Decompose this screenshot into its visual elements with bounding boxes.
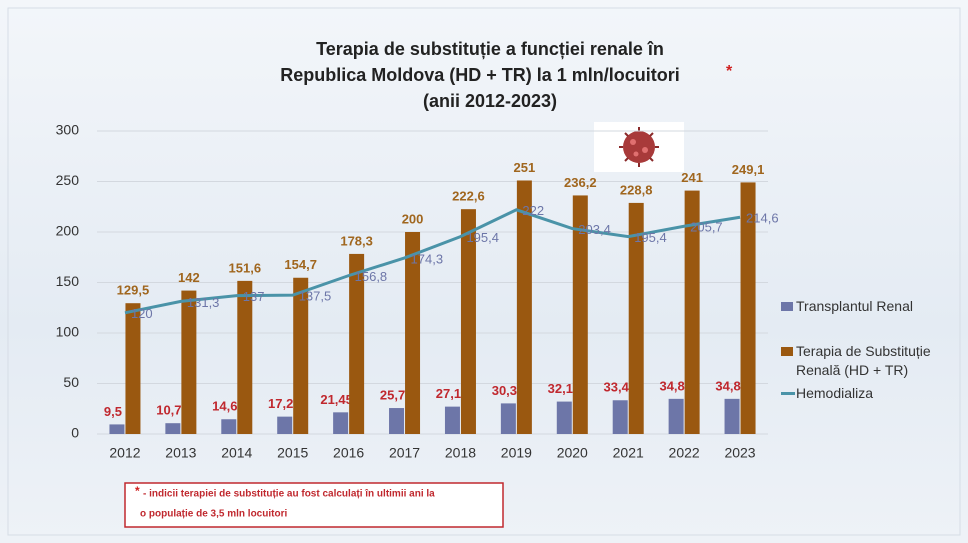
value-label: 25,7 <box>380 387 405 402</box>
chart-frame <box>8 8 960 535</box>
y-tick-label: 300 <box>56 122 80 138</box>
value-label: 131,3 <box>187 295 220 310</box>
value-label: 154,7 <box>284 257 317 272</box>
footnote-mark: * <box>135 484 140 498</box>
bar <box>165 423 180 434</box>
y-tick-label: 250 <box>56 172 80 188</box>
legend-label: Transplantul Renal <box>796 297 966 316</box>
x-tick-label: 2013 <box>165 445 196 461</box>
value-label: 27,1 <box>436 386 461 401</box>
y-tick-label: 150 <box>56 273 80 289</box>
x-tick-label: 2023 <box>724 445 755 461</box>
page: Terapia de substituție a funcției renale… <box>0 0 968 543</box>
legend-label: Hemodializa <box>796 384 966 403</box>
legend-swatch <box>781 302 793 311</box>
value-label: 17,2 <box>268 396 293 411</box>
bar <box>125 303 140 434</box>
value-label: 9,5 <box>104 404 122 419</box>
footnote-text: o populație de 3,5 mln locuitori <box>140 509 287 520</box>
x-tick-label: 2020 <box>557 445 588 461</box>
value-label: 228,8 <box>620 182 653 197</box>
value-label: 214,6 <box>746 211 779 226</box>
bar <box>613 400 628 434</box>
footnote-text: - indicii terapiei de substituție au fos… <box>143 489 435 500</box>
legend-label: Terapia de Substituție Renală (HD + TR) <box>796 342 966 380</box>
bar <box>109 424 124 434</box>
value-label: 241 <box>681 170 703 185</box>
y-tick-label: 0 <box>71 425 79 441</box>
value-label: 137,5 <box>299 289 332 304</box>
bar <box>277 417 292 434</box>
bar <box>445 407 460 434</box>
value-label: 174,3 <box>411 251 444 266</box>
value-label: 156,8 <box>355 269 388 284</box>
value-label: 120 <box>131 306 153 321</box>
x-tick-label: 2015 <box>277 445 308 461</box>
value-label: 137 <box>243 289 265 304</box>
virus-icon <box>594 122 684 172</box>
bar <box>557 402 572 434</box>
value-label: 33,4 <box>604 380 630 395</box>
chart-title: Terapia de substituție a funcției renale… <box>316 39 664 59</box>
value-label: 34,8 <box>715 378 740 393</box>
bar <box>389 408 404 434</box>
x-tick-label: 2019 <box>501 445 532 461</box>
y-tick-label: 50 <box>63 374 79 390</box>
chart-title: (anii 2012-2023) <box>423 91 557 111</box>
chart-title: Republica Moldova (HD + TR) la 1 mln/loc… <box>280 65 680 85</box>
value-label: 10,7 <box>156 403 181 418</box>
value-label: 151,6 <box>229 260 262 275</box>
value-label: 195,4 <box>634 230 667 245</box>
value-label: 14,6 <box>212 399 237 414</box>
x-tick-label: 2018 <box>445 445 476 461</box>
footnote: * - indicii terapiei de substituție au f… <box>125 483 503 527</box>
legend-swatch <box>781 392 795 395</box>
x-tick-label: 2016 <box>333 445 364 461</box>
value-label: 34,8 <box>659 378 684 393</box>
value-label: 178,3 <box>340 233 373 248</box>
bar <box>669 399 684 434</box>
value-label: 222,6 <box>452 189 485 204</box>
x-tick-label: 2012 <box>109 445 140 461</box>
bar <box>221 419 236 434</box>
value-label: 32,1 <box>548 381 573 396</box>
bar <box>725 399 740 434</box>
value-label: 200 <box>402 211 424 226</box>
y-tick-label: 100 <box>56 324 80 340</box>
bar <box>517 180 532 434</box>
chart: Terapia de substituție a funcției renale… <box>0 0 968 543</box>
value-label: 205,7 <box>690 220 723 235</box>
legend-swatch <box>781 347 793 356</box>
value-label: 249,1 <box>732 162 765 177</box>
x-tick-label: 2021 <box>613 445 644 461</box>
x-tick-label: 2014 <box>221 445 252 461</box>
value-label: 251 <box>514 160 536 175</box>
bar <box>501 403 516 434</box>
value-label: 21,45 <box>320 392 353 407</box>
value-label: 129,5 <box>117 283 150 298</box>
value-label: 30,3 <box>492 383 517 398</box>
title-mark: * <box>726 63 733 80</box>
value-label: 195,4 <box>466 230 499 245</box>
x-tick-label: 2017 <box>389 445 420 461</box>
value-label: 222 <box>522 203 544 218</box>
value-label: 142 <box>178 270 200 285</box>
value-label: 236,2 <box>564 175 597 190</box>
value-label: 203,4 <box>578 222 611 237</box>
bar <box>181 291 196 434</box>
x-tick-label: 2022 <box>669 445 700 461</box>
y-tick-label: 200 <box>56 223 80 239</box>
bar <box>333 412 348 434</box>
